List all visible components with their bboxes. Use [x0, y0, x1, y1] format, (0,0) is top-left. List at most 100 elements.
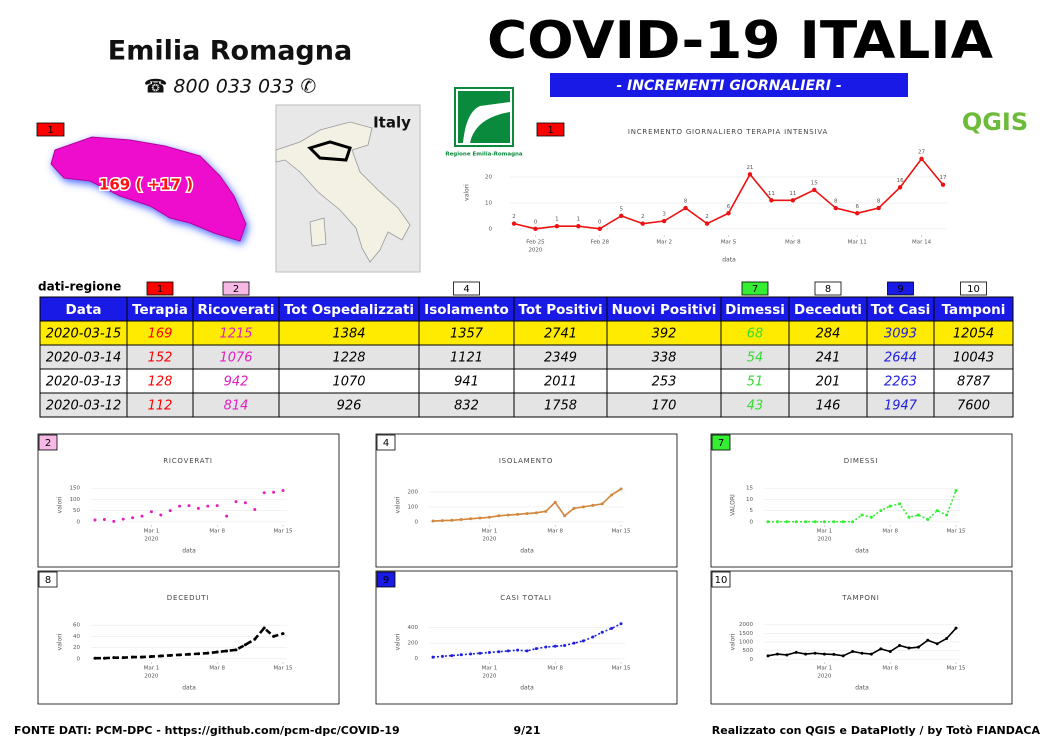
- badge: [814, 281, 842, 296]
- x-tick-label: Mar 2: [656, 240, 672, 246]
- point: [506, 513, 510, 517]
- point: [869, 515, 873, 519]
- table-cell: 814: [224, 399, 249, 414]
- table-cell: 10043: [953, 351, 994, 366]
- point: [954, 488, 958, 492]
- point: [159, 654, 163, 658]
- y-tick-label: 100: [408, 504, 419, 510]
- data-label: 21: [746, 165, 753, 171]
- point: [935, 509, 939, 513]
- table-cell: 51: [747, 375, 764, 390]
- x-axis-label: data: [520, 548, 534, 555]
- x-tick-label: Mar 8: [547, 529, 563, 535]
- table-cell: 146: [816, 399, 841, 414]
- point: [898, 502, 902, 506]
- column-header: Tot Casi: [871, 302, 931, 318]
- x-tick-label: Mar 15: [946, 529, 966, 535]
- badge: [376, 434, 396, 451]
- y-axis-label: valori: [57, 633, 64, 650]
- point: [516, 648, 520, 652]
- table-cell: 8787: [957, 375, 991, 390]
- point: [640, 221, 645, 226]
- point: [168, 509, 172, 513]
- point: [544, 509, 548, 513]
- badge: [711, 434, 731, 451]
- region-name: Emilia Romagna: [108, 36, 352, 67]
- table-cell: 942: [224, 375, 249, 390]
- table-header-bg: [39, 296, 1014, 322]
- badge-label: 1: [47, 125, 53, 136]
- point: [610, 493, 614, 497]
- chart-title: RICOVERATI: [163, 457, 213, 465]
- point: [860, 651, 864, 655]
- point: [879, 509, 883, 513]
- badge: [453, 281, 480, 296]
- data-label: 27: [918, 149, 925, 155]
- point: [487, 650, 491, 654]
- point: [469, 517, 473, 521]
- column-header: Terapia: [132, 302, 188, 318]
- x-tick-label: Mar 14: [912, 240, 932, 246]
- x-tick-label: Mar 15: [611, 529, 631, 535]
- table-cell: 1384: [332, 327, 365, 342]
- x-tick-label: Mar 5: [721, 240, 737, 246]
- point: [581, 639, 585, 643]
- badge: [38, 434, 58, 451]
- point: [225, 514, 229, 518]
- point: [112, 656, 116, 660]
- point: [206, 504, 210, 508]
- point: [525, 512, 529, 516]
- badge-label: 10: [967, 284, 980, 295]
- point: [851, 650, 855, 653]
- point: [597, 226, 602, 232]
- point: [790, 198, 796, 203]
- x-tick-label: Mar 8: [209, 666, 225, 672]
- y-tick-label: 0: [415, 519, 419, 525]
- table-row-bg: [39, 320, 1014, 346]
- point: [619, 213, 624, 219]
- point: [619, 622, 623, 626]
- subtitle-bar: [550, 73, 908, 97]
- y-tick-label: 5: [750, 508, 754, 514]
- badge-label: 2: [45, 438, 51, 449]
- chart-title: TAMPONI: [841, 594, 879, 602]
- point: [140, 655, 144, 659]
- table-cell: 2020-03-13: [46, 375, 122, 390]
- point: [572, 506, 576, 510]
- y-axis-label: VALORI: [730, 494, 737, 516]
- y-axis-label: valori: [57, 496, 64, 513]
- data-label: 15: [811, 180, 818, 186]
- data-label: 0: [598, 219, 602, 225]
- point: [215, 504, 219, 508]
- y-tick-label: 20: [485, 174, 492, 180]
- point: [841, 654, 845, 658]
- y-axis-label: valori: [395, 496, 402, 513]
- x-tick-label: Mar 11: [848, 240, 867, 246]
- table-cell: 54: [747, 351, 764, 366]
- point: [704, 221, 710, 226]
- point: [243, 501, 247, 505]
- y-tick-label: 150: [70, 486, 81, 492]
- emblem-text: Regione Emilia-Romagna: [445, 152, 523, 158]
- footer-page: 9/21: [514, 724, 541, 737]
- y-tick-label: 1000: [739, 640, 753, 646]
- point: [591, 503, 595, 507]
- y-axis-label: valori: [464, 184, 471, 201]
- column-header: Dimessi: [725, 302, 785, 318]
- point: [907, 515, 911, 519]
- x-axis-label: data: [855, 685, 869, 692]
- column-header: Tot Positivi: [518, 302, 602, 318]
- point: [785, 653, 789, 657]
- point: [600, 630, 604, 634]
- point: [93, 518, 97, 522]
- point: [497, 514, 501, 518]
- point: [576, 224, 581, 229]
- point: [196, 506, 200, 510]
- x-axis-label: data: [520, 685, 534, 692]
- point: [581, 505, 585, 509]
- badge-label: 1: [157, 284, 163, 295]
- x-tick-label: Mar 1: [482, 666, 498, 672]
- badge: [741, 281, 769, 296]
- point: [450, 654, 454, 658]
- point: [919, 156, 924, 161]
